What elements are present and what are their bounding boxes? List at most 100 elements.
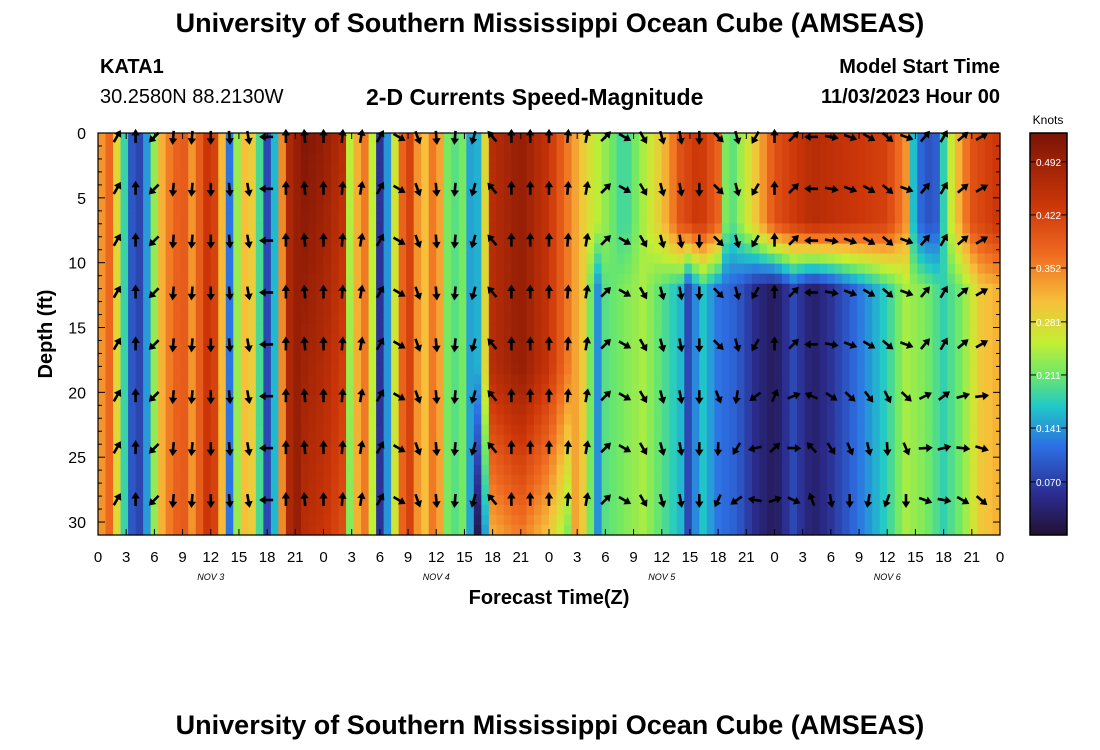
- heatmap-cell: [293, 504, 302, 516]
- heatmap-cell: [631, 464, 640, 476]
- heatmap-cell: [631, 153, 640, 164]
- heatmap-cell: [691, 484, 700, 496]
- heatmap-cell: [533, 334, 543, 345]
- heatmap-cell: [579, 313, 588, 325]
- heatmap-cell: [691, 253, 700, 265]
- heatmap-cell: [331, 494, 340, 506]
- heatmap-cell: [804, 364, 813, 375]
- heatmap-cell: [594, 213, 603, 225]
- heatmap-cell: [894, 313, 903, 325]
- heatmap-cell: [631, 183, 640, 194]
- heatmap-cell: [917, 183, 926, 194]
- heatmap-cell: [285, 404, 295, 415]
- heatmap-cell: [323, 454, 332, 466]
- heatmap-cell: [834, 313, 843, 325]
- heatmap-cell: [894, 434, 903, 446]
- heatmap-cell: [676, 384, 685, 395]
- heatmap-cell: [481, 524, 490, 536]
- heatmap-cell: [609, 323, 618, 335]
- heatmap-cell: [751, 193, 761, 204]
- heatmap-cell: [646, 504, 655, 516]
- heatmap-cell: [526, 464, 535, 476]
- heatmap-cell: [451, 424, 460, 436]
- heatmap-cell: [240, 474, 249, 486]
- heatmap-cell: [729, 293, 738, 305]
- heatmap-cell: [98, 303, 107, 315]
- heatmap-cell: [308, 494, 317, 506]
- heatmap-cell: [639, 293, 648, 305]
- heatmap-cell: [917, 233, 926, 245]
- heatmap-cell: [609, 183, 618, 194]
- heatmap-cell: [233, 203, 242, 214]
- heatmap-cell: [714, 374, 723, 385]
- heatmap-cell: [180, 344, 189, 355]
- heatmap-cell: [759, 293, 768, 305]
- heatmap-cell: [579, 293, 588, 305]
- heatmap-cell: [601, 153, 610, 164]
- heatmap-cell: [391, 313, 400, 325]
- heatmap-cell: [413, 354, 422, 365]
- heatmap-cell: [954, 253, 964, 265]
- heatmap-cell: [443, 334, 452, 345]
- heatmap-cell: [782, 344, 791, 355]
- heatmap-cell: [406, 143, 415, 154]
- heatmap-cell: [210, 454, 219, 466]
- heatmap-cell: [270, 384, 279, 395]
- heatmap-cell: [984, 153, 994, 164]
- heatmap-cell: [902, 344, 911, 355]
- heatmap-cell: [428, 514, 437, 526]
- heatmap-cell: [120, 223, 129, 235]
- heatmap-cell: [699, 364, 708, 375]
- heatmap-cell: [646, 414, 655, 426]
- heatmap-cell: [98, 414, 107, 426]
- heatmap-cell: [879, 273, 888, 285]
- heatmap-cell: [699, 484, 708, 496]
- heatmap-cell: [924, 404, 933, 415]
- heatmap-cell: [451, 323, 460, 335]
- heatmap-cell: [586, 504, 595, 516]
- heatmap-cell: [924, 193, 933, 204]
- heatmap-cell: [556, 223, 565, 235]
- heatmap-cell: [315, 143, 325, 154]
- heatmap-cell: [571, 263, 580, 275]
- heatmap-cell: [827, 323, 836, 335]
- heatmap-cell: [594, 424, 603, 436]
- heatmap-cell: [699, 303, 708, 315]
- heatmap-cell: [323, 313, 332, 325]
- heatmap-cell: [631, 424, 640, 436]
- heatmap-cell: [105, 464, 114, 476]
- heatmap-cell: [533, 193, 543, 204]
- heatmap-cell: [857, 253, 866, 265]
- heatmap-cell: [165, 243, 174, 255]
- heatmap-cell: [699, 354, 708, 365]
- heatmap-cell: [917, 253, 926, 265]
- heatmap-cell: [443, 484, 452, 496]
- heatmap-cell: [308, 524, 317, 536]
- heatmap-cell: [503, 364, 513, 375]
- heatmap-cell: [353, 273, 362, 285]
- heatmap-cell: [594, 444, 603, 456]
- heatmap-cell: [203, 303, 212, 315]
- heatmap-cell: [917, 514, 926, 526]
- heatmap-cell: [969, 434, 979, 446]
- heatmap-cell: [135, 293, 144, 305]
- heatmap-cell: [661, 293, 670, 305]
- heatmap-cell: [706, 424, 715, 436]
- heatmap-cell: [270, 323, 279, 335]
- heatmap-cell: [353, 173, 362, 184]
- heatmap-cell: [902, 153, 911, 164]
- heatmap-cell: [684, 454, 693, 466]
- heatmap-cell: [466, 384, 475, 395]
- heatmap-cell: [421, 193, 430, 204]
- heatmap-cell: [984, 424, 994, 436]
- heatmap-cell: [864, 223, 873, 235]
- heatmap-cell: [128, 263, 137, 275]
- heatmap-cell: [624, 173, 633, 184]
- heatmap-cell: [857, 303, 866, 315]
- heatmap-cell: [977, 263, 986, 275]
- heatmap-cell: [669, 484, 678, 496]
- heatmap-cell: [496, 344, 505, 355]
- heatmap-cell: [909, 133, 918, 144]
- heatmap-cell: [714, 223, 723, 235]
- heatmap-cell: [218, 213, 227, 225]
